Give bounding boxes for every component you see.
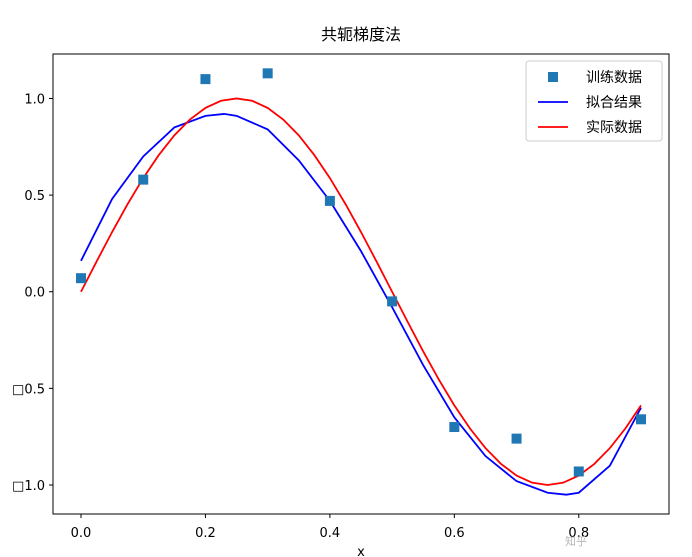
data-point (324, 195, 335, 206)
y-tick-label: □1.0 (12, 479, 45, 494)
y-tick-label: 0.0 (24, 286, 45, 301)
x-axis-label: x (357, 545, 365, 557)
data-point (387, 296, 398, 307)
x-tick-label: 0.2 (195, 526, 216, 541)
y-tick-label: 0.5 (24, 189, 45, 204)
legend-label: 拟合结果 (586, 95, 642, 111)
axes: 0.0 0.2 0.4 0.6 0.8 1.0 0.5 0.0 □0.5 □1.0 (12, 53, 670, 541)
x-tick-label: 0.0 (71, 526, 92, 541)
data-point (511, 433, 522, 444)
x-tick-label: 0.8 (568, 526, 589, 541)
legend-marker-square (548, 72, 558, 82)
chart-title: 共轭梯度法 (321, 25, 401, 44)
legend-label: 训练数据 (586, 70, 642, 86)
data-point (262, 68, 273, 79)
x-tick-label: 0.4 (320, 526, 341, 541)
series-line-2 (80, 113, 642, 496)
legend-label: 实际数据 (586, 120, 642, 136)
data-point (138, 174, 149, 185)
y-tick-label: □0.5 (12, 382, 45, 397)
legend-box (525, 60, 663, 142)
data-point (573, 466, 584, 477)
y-tick-label: 1.0 (24, 92, 45, 107)
data-point (76, 273, 86, 284)
series-line-3 (80, 97, 642, 486)
data-point (449, 422, 460, 433)
x-tick-label: 0.6 (444, 526, 465, 541)
plot-area (76, 68, 646, 496)
data-point (636, 414, 646, 425)
plot-frame (52, 53, 670, 515)
watermark: 知乎 (565, 534, 587, 548)
data-point (200, 74, 211, 85)
